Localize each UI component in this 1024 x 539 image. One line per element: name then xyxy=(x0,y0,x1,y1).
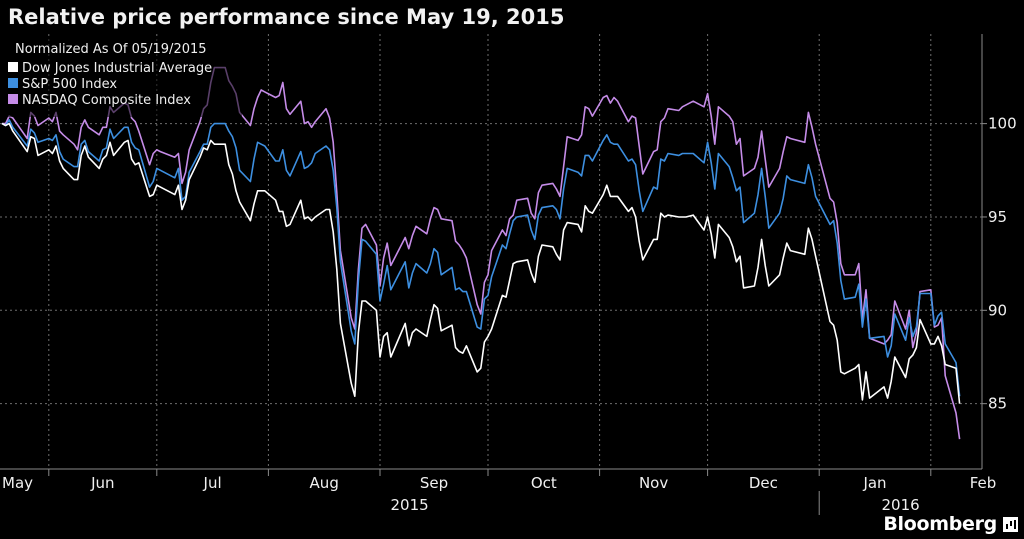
x-tick-label-jun: Jun xyxy=(90,474,114,492)
legend-swatch-nasdaq xyxy=(8,94,18,104)
y-tick-label-90: 90 xyxy=(988,301,1007,319)
legend-background xyxy=(4,37,242,117)
grid-lines xyxy=(0,34,982,469)
y-tick-label-100: 100 xyxy=(988,115,1017,133)
series-line-sp500 xyxy=(1,119,961,397)
legend-entry-sp500: S&P 500 Index xyxy=(22,77,117,92)
legend-entry-nasdaq: NASDAQ Composite Index xyxy=(22,93,191,108)
x-tick-label-feb: Feb xyxy=(970,474,997,492)
x-tick-label-nov: Nov xyxy=(639,474,668,492)
x-tick-label-dec: Dec xyxy=(749,474,778,492)
legend-title: Normalized As Of 05/19/2015 xyxy=(15,42,207,57)
legend-entry-dow: Dow Jones Industrial Average xyxy=(22,61,212,76)
x-tick-label-jan: Jan xyxy=(862,474,886,492)
legend-swatch-dow xyxy=(8,62,18,72)
axes: 85 90 95 100 May Jun Jul Aug Sep Oct Nov Dec Jan Feb 2… xyxy=(0,34,1017,515)
legend-swatch-sp500 xyxy=(8,78,18,88)
bloomberg-terminal-icon xyxy=(1003,516,1018,532)
y-tick-label-85: 85 xyxy=(988,395,1007,413)
x-tick-label-aug: Aug xyxy=(310,474,339,492)
y-tick-label-95: 95 xyxy=(988,208,1007,226)
x-tick-label-jul: Jul xyxy=(203,474,222,492)
x-year-label-2016: 2016 xyxy=(882,496,920,514)
series-line-nasdaq xyxy=(2,66,961,440)
brand-name: Bloomberg xyxy=(883,513,997,535)
x-tick-label-may: May xyxy=(2,474,33,492)
series-lines xyxy=(1,66,961,440)
legend: Normalized As Of 05/19/2015 Dow Jones In… xyxy=(4,37,242,117)
x-tick-label-sep: Sep xyxy=(420,474,448,492)
x-year-label-2015: 2015 xyxy=(391,496,429,514)
chart-title: Relative price performance since May 19,… xyxy=(8,5,565,29)
series-line-dow xyxy=(1,122,961,404)
bloomberg-logo: Bloomberg xyxy=(883,511,1018,537)
x-tick-label-oct: Oct xyxy=(531,474,557,492)
